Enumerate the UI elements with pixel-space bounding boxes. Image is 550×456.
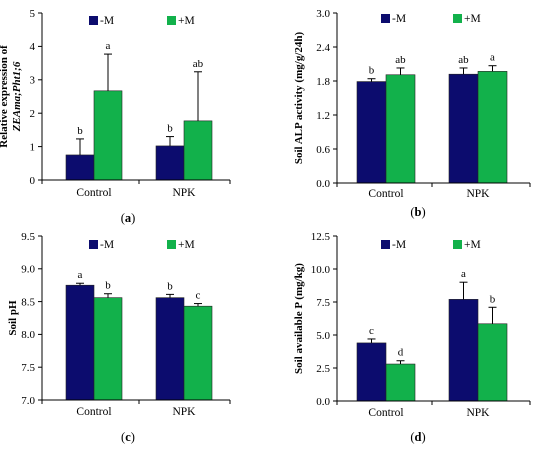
y-tick-label: 10.0: [311, 264, 331, 276]
y-tick-label: 7.0: [21, 395, 35, 407]
y-tick-label: 0.0: [316, 178, 330, 190]
y-tick-label: 2.5: [316, 363, 330, 375]
y-tick-label: 0.0: [316, 396, 330, 408]
y-tick-label: 2: [30, 108, 36, 120]
significance-letter: a: [461, 268, 466, 280]
y-axis-label-line: Soil pH: [7, 300, 19, 336]
bar-plus-m-npk: [477, 323, 508, 402]
significance-letter: b: [105, 280, 111, 292]
y-tick-label: 12.5: [311, 231, 331, 243]
y-axis-label: Soil available P (mg/kg): [293, 263, 305, 374]
bar-minus-m-npk: [448, 299, 479, 402]
y-tick-label: 2.4: [316, 42, 330, 54]
significance-letter: ab: [395, 54, 406, 66]
significance-letter: ab: [458, 54, 469, 66]
significance-letter: d: [398, 347, 404, 359]
legend-swatch-minus-m: [381, 240, 390, 249]
x-tick-label: Control: [368, 407, 403, 419]
legend-swatch-plus-m: [453, 14, 462, 23]
legend-swatch-plus-m: [167, 240, 176, 249]
y-tick-label: 1: [30, 141, 36, 153]
legend-swatch-plus-m: [453, 240, 462, 249]
significance-letter: a: [490, 52, 495, 64]
x-tick-label: NPK: [466, 407, 490, 419]
y-tick-label: 5.0: [316, 330, 330, 342]
panel-caption: (b): [410, 205, 425, 219]
y-tick-label: 3: [30, 75, 36, 87]
legend-swatch-minus-m: [89, 240, 98, 249]
y-tick-label: 7.5: [21, 362, 35, 374]
y-tick-label: 4: [30, 41, 36, 53]
y-axis-label-line: Soil ALP activity (mg/g/24h): [293, 32, 305, 165]
x-tick-label: NPK: [172, 187, 196, 199]
legend-label: +M: [178, 15, 195, 27]
x-tick-label: Control: [76, 406, 111, 418]
y-axis-label: Soil pH: [7, 300, 19, 336]
bar-plus-m-npk: [477, 71, 508, 184]
y-axis-label: Soil ALP activity (mg/g/24h): [293, 32, 305, 165]
chart-panel-b: 0.0 0.6 1.2 1.8 2.4 3.0 b ab ab a Control NPK Soil A…: [293, 8, 531, 219]
y-tick-label: 0: [30, 175, 36, 187]
y-tick-label: 9.5: [21, 231, 35, 243]
bar-plus-m-control: [93, 90, 123, 181]
y-axis-label: Relative expression ofZEAma;Pht1;6: [0, 45, 23, 148]
panel-caption: (d): [410, 430, 425, 444]
legend-label: +M: [464, 13, 481, 25]
y-axis-label-line: Soil available P (mg/kg): [293, 263, 305, 374]
legend-swatch-plus-m: [167, 16, 176, 25]
bar-plus-m-control: [93, 297, 123, 401]
panel-caption: (a): [121, 211, 136, 225]
significance-letter: b: [369, 65, 375, 77]
legend-label: -M: [392, 239, 406, 251]
chart-panel-a: 0 1 2 3 4 5 b b a ab Control NPK Relative expression…: [0, 8, 231, 225]
y-tick-label: 7.5: [316, 297, 330, 309]
panel-caption: (c): [121, 430, 135, 444]
significance-letter: ab: [193, 58, 204, 70]
significance-letter: a: [106, 40, 111, 52]
x-tick-label: NPK: [172, 406, 196, 418]
bar-plus-m-control: [385, 363, 416, 402]
bar-minus-m-control: [356, 81, 387, 184]
y-tick-label: 8.0: [21, 329, 35, 341]
y-tick-label: 0.6: [316, 144, 330, 156]
legend-label: -M: [392, 13, 406, 25]
legend-label: +M: [464, 239, 481, 251]
x-tick-label: Control: [76, 187, 111, 199]
legend-label: -M: [100, 239, 114, 251]
significance-letter: b: [77, 125, 83, 137]
y-tick-label: 1.8: [316, 76, 330, 88]
legend-swatch-minus-m: [89, 16, 98, 25]
significance-letter: b: [490, 293, 496, 305]
x-tick-label: NPK: [466, 188, 490, 200]
bar-plus-m-npk: [183, 305, 213, 401]
y-tick-label: 9.0: [21, 264, 35, 276]
legend-label: +M: [178, 239, 195, 251]
bar-minus-m-control: [65, 284, 95, 401]
bar-minus-m-npk: [448, 73, 479, 184]
chart-panel-d: 0.0 2.5 5.0 7.5 10.0 12.5 c a d b Control NPK Soil a…: [293, 231, 531, 444]
bar-minus-m-control: [65, 154, 95, 181]
significance-letter: c: [196, 290, 201, 302]
bar-minus-m-npk: [155, 145, 185, 181]
y-axis-label-line: ZEAma;Pht1;6: [11, 61, 23, 132]
bar-minus-m-control: [356, 342, 387, 402]
y-tick-label: 8.5: [21, 296, 35, 308]
legend-label: -M: [100, 15, 114, 27]
y-axis-label-line: Relative expression of: [0, 45, 10, 148]
significance-letter: b: [167, 123, 173, 135]
chart-panel-c: 7.0 7.5 8.0 8.5 9.0 9.5 a b b c Control NPK Soil pH -…: [7, 231, 231, 444]
significance-letter: b: [167, 280, 173, 292]
significance-letter: c: [369, 325, 374, 337]
significance-letter: a: [78, 269, 83, 281]
y-tick-label: 5: [30, 8, 36, 20]
legend-swatch-minus-m: [381, 14, 390, 23]
y-tick-label: 1.2: [316, 110, 330, 122]
bar-plus-m-npk: [183, 120, 213, 181]
bar-minus-m-npk: [155, 297, 185, 401]
x-tick-label: Control: [368, 188, 403, 200]
y-tick-label: 3.0: [316, 8, 330, 20]
bar-plus-m-control: [385, 74, 416, 184]
